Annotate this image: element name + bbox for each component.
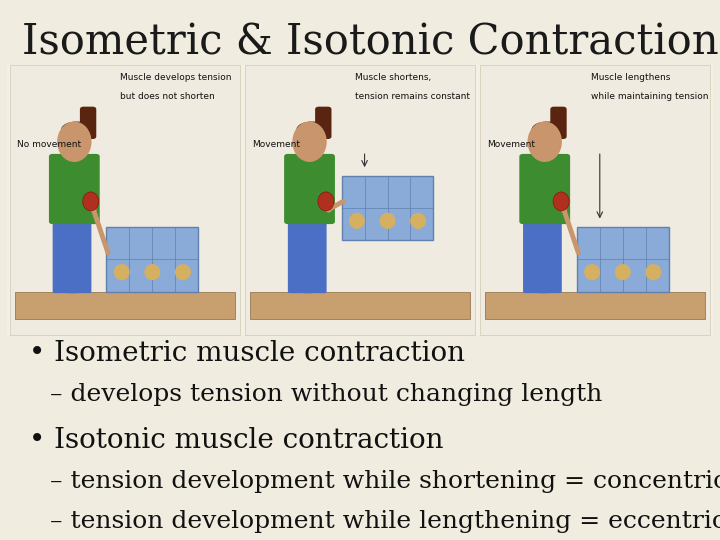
Ellipse shape	[410, 213, 426, 229]
FancyBboxPatch shape	[80, 106, 96, 139]
FancyBboxPatch shape	[303, 220, 327, 293]
Text: • Isometric muscle contraction: • Isometric muscle contraction	[29, 340, 465, 367]
Text: Movement: Movement	[487, 140, 536, 150]
Ellipse shape	[114, 264, 130, 280]
FancyBboxPatch shape	[68, 220, 91, 293]
Ellipse shape	[175, 264, 191, 280]
FancyBboxPatch shape	[246, 65, 474, 335]
FancyBboxPatch shape	[519, 154, 570, 224]
Ellipse shape	[61, 122, 92, 138]
FancyBboxPatch shape	[250, 292, 470, 319]
Ellipse shape	[615, 264, 631, 280]
FancyBboxPatch shape	[7, 65, 713, 335]
Ellipse shape	[144, 264, 161, 280]
Ellipse shape	[531, 122, 562, 138]
Text: Muscle lengthens: Muscle lengthens	[590, 73, 670, 82]
Ellipse shape	[57, 122, 91, 162]
Text: but does not shorten: but does not shorten	[120, 92, 215, 101]
Text: – tension development while lengthening = eccentric: – tension development while lengthening …	[50, 510, 720, 534]
Ellipse shape	[645, 264, 662, 280]
FancyBboxPatch shape	[49, 154, 99, 224]
Text: Isometric & Isotonic Contractions: Isometric & Isotonic Contractions	[22, 22, 720, 64]
Ellipse shape	[584, 264, 600, 280]
Ellipse shape	[528, 122, 562, 162]
FancyBboxPatch shape	[288, 220, 312, 293]
Text: tension remains constant: tension remains constant	[356, 92, 470, 101]
Text: Movement: Movement	[252, 140, 300, 150]
Text: • Isotonic muscle contraction: • Isotonic muscle contraction	[29, 427, 444, 454]
FancyBboxPatch shape	[538, 220, 562, 293]
Text: Muscle shortens,: Muscle shortens,	[356, 73, 432, 82]
Ellipse shape	[553, 192, 570, 211]
Ellipse shape	[379, 213, 395, 229]
FancyBboxPatch shape	[485, 292, 706, 319]
FancyBboxPatch shape	[577, 227, 669, 292]
FancyBboxPatch shape	[342, 176, 433, 240]
Ellipse shape	[292, 122, 327, 162]
FancyBboxPatch shape	[523, 220, 548, 293]
Ellipse shape	[318, 192, 334, 211]
FancyBboxPatch shape	[284, 154, 335, 224]
Text: Muscle develops tension: Muscle develops tension	[120, 73, 232, 82]
Text: – tension development while shortening = concentric: – tension development while shortening =…	[50, 470, 720, 493]
FancyBboxPatch shape	[315, 106, 331, 139]
FancyBboxPatch shape	[480, 65, 710, 335]
FancyBboxPatch shape	[53, 220, 78, 293]
FancyBboxPatch shape	[107, 227, 198, 292]
Text: while maintaining tension: while maintaining tension	[590, 92, 708, 101]
Ellipse shape	[349, 213, 365, 229]
FancyBboxPatch shape	[10, 65, 240, 335]
FancyBboxPatch shape	[14, 292, 235, 319]
Text: – develops tension without changing length: – develops tension without changing leng…	[50, 383, 603, 407]
Ellipse shape	[297, 122, 328, 138]
Ellipse shape	[83, 192, 99, 211]
FancyBboxPatch shape	[550, 106, 567, 139]
Text: No movement: No movement	[17, 140, 81, 150]
